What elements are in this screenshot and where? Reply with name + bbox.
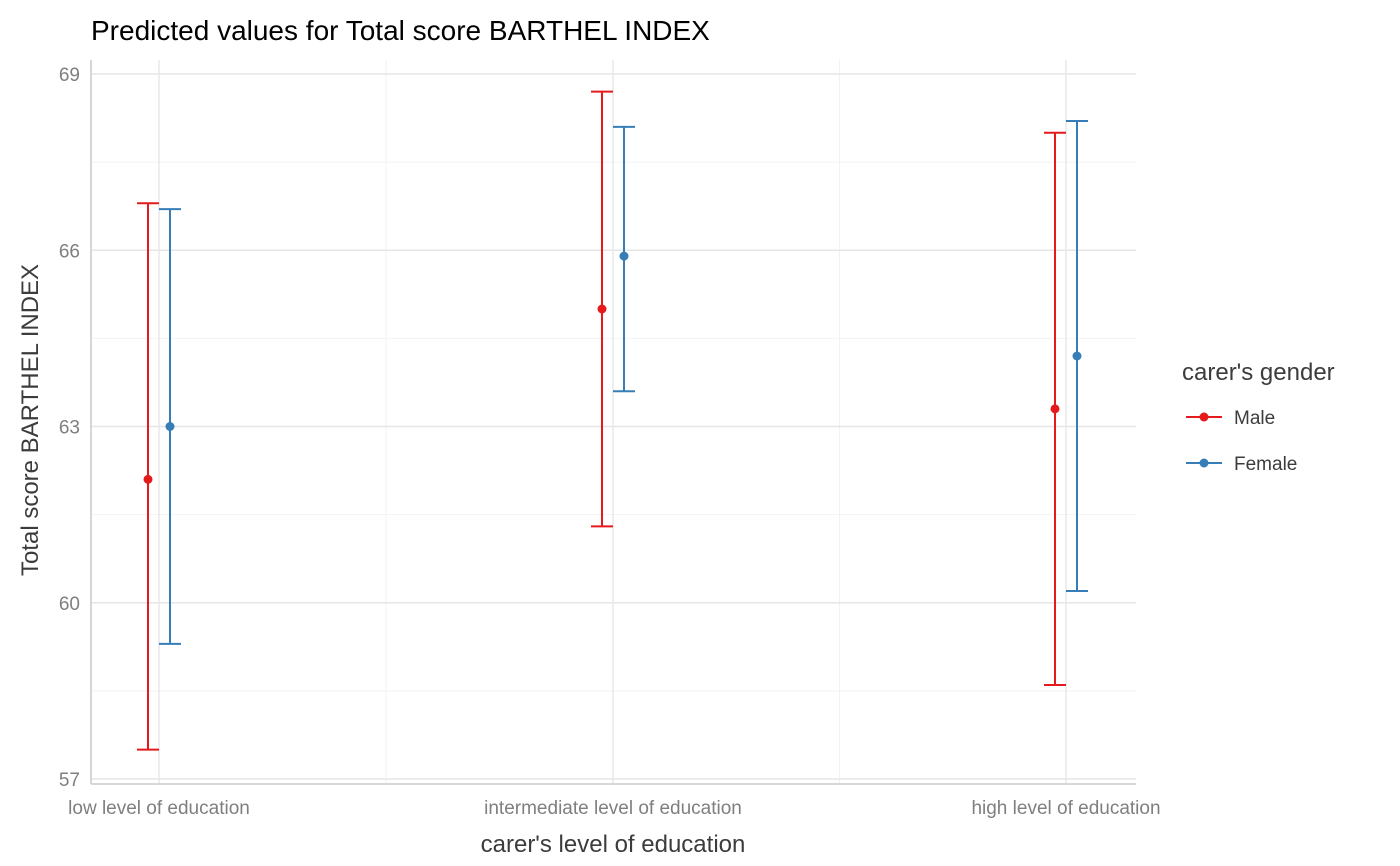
data-point [1050, 404, 1060, 414]
y-tick-label: 60 [59, 594, 80, 615]
data-point [165, 422, 175, 431]
y-tick-label: 63 [59, 418, 80, 439]
legend-title: carer's gender [1182, 359, 1335, 386]
x-tick-label: low level of education [68, 798, 250, 819]
data-point [597, 304, 607, 314]
error-bar-group [1066, 120, 1088, 592]
data-point [1072, 351, 1082, 361]
x-tick-label: high level of education [971, 798, 1160, 819]
x-axis-title: carer's level of education [481, 831, 746, 858]
legend-entry: Female [1186, 454, 1297, 475]
legend-key-point [1199, 412, 1209, 422]
grid [91, 60, 1136, 784]
error-bar-group [159, 208, 181, 645]
legend-label: Female [1234, 454, 1297, 475]
error-bar-group [613, 125, 635, 393]
y-tick-label: 66 [59, 241, 80, 262]
data-point [619, 251, 629, 261]
error-bar-group [137, 202, 159, 751]
y-tick-label: 69 [59, 65, 80, 86]
chart-title: Predicted values for Total score BARTHEL… [91, 15, 710, 46]
legend: carer's gender Male Female [1182, 359, 1335, 475]
legend-label: Male [1234, 408, 1275, 429]
legend-entry: Male [1186, 408, 1275, 429]
y-axis-title: Total score BARTHEL INDEX [17, 264, 44, 576]
data-marks [137, 90, 1088, 751]
data-point [143, 474, 153, 484]
legend-key-point [1199, 458, 1209, 468]
axes: 57 60 63 66 69 low level of education intermed… [59, 60, 1161, 819]
y-tick-label: 57 [59, 770, 80, 791]
error-bar-group [1044, 131, 1066, 686]
x-tick-label: intermediate level of education [484, 798, 742, 819]
error-bar-group [591, 90, 613, 528]
